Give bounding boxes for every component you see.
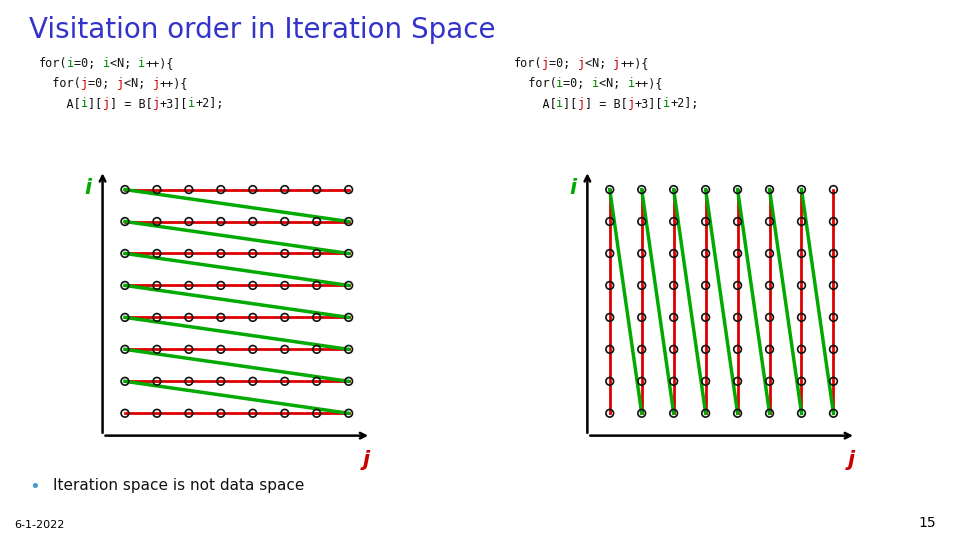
Text: ][: ][ [88, 97, 103, 110]
Text: ++){: ++){ [620, 57, 649, 70]
Text: j: j [578, 97, 585, 110]
Text: <N;: <N; [124, 77, 153, 90]
Text: =0;: =0; [549, 57, 578, 70]
Text: ] = B[: ] = B[ [109, 97, 153, 110]
Text: <N;: <N; [109, 57, 138, 70]
Text: 6-1-2022: 6-1-2022 [14, 520, 64, 530]
Text: i: i [138, 57, 145, 70]
Text: =0;: =0; [88, 77, 117, 90]
Text: j: j [613, 57, 620, 70]
Text: <N;: <N; [599, 77, 628, 90]
Text: for(: for( [514, 77, 557, 90]
Text: i: i [84, 178, 91, 198]
Text: for(: for( [514, 57, 542, 70]
Text: +2];: +2]; [670, 97, 699, 110]
Text: j: j [363, 450, 370, 470]
Text: i: i [569, 178, 576, 198]
Text: j: j [103, 97, 109, 110]
Text: +2];: +2]; [195, 97, 224, 110]
Text: i: i [67, 57, 74, 70]
Text: i: i [188, 97, 195, 110]
Text: Iteration space is not data space: Iteration space is not data space [53, 478, 304, 493]
Text: ++){: ++){ [635, 77, 663, 90]
Text: i: i [628, 77, 635, 90]
Text: i: i [557, 97, 564, 110]
Text: for(: for( [38, 57, 67, 70]
Text: j: j [117, 77, 124, 90]
Text: =0;: =0; [74, 57, 103, 70]
Text: +3][: +3][ [635, 97, 663, 110]
Text: +3][: +3][ [159, 97, 188, 110]
Text: <N;: <N; [585, 57, 613, 70]
Text: j: j [153, 77, 159, 90]
Text: •: • [29, 478, 39, 496]
Text: i: i [103, 57, 109, 70]
Text: A[: A[ [38, 97, 82, 110]
Text: 15: 15 [919, 516, 936, 530]
Text: for(: for( [38, 77, 82, 90]
Text: j: j [82, 77, 88, 90]
Text: i: i [663, 97, 670, 110]
Text: j: j [153, 97, 159, 110]
Text: j: j [578, 57, 585, 70]
Text: j: j [542, 57, 549, 70]
Text: A[: A[ [514, 97, 557, 110]
Text: Visitation order in Iteration Space: Visitation order in Iteration Space [29, 16, 495, 44]
Text: j: j [628, 97, 635, 110]
Text: ] = B[: ] = B[ [585, 97, 628, 110]
Text: j: j [848, 450, 854, 470]
Text: ][: ][ [564, 97, 578, 110]
Text: i: i [82, 97, 88, 110]
Text: =0;: =0; [564, 77, 592, 90]
Text: i: i [557, 77, 564, 90]
Text: ++){: ++){ [145, 57, 174, 70]
Text: i: i [592, 77, 599, 90]
Text: ++){: ++){ [159, 77, 188, 90]
